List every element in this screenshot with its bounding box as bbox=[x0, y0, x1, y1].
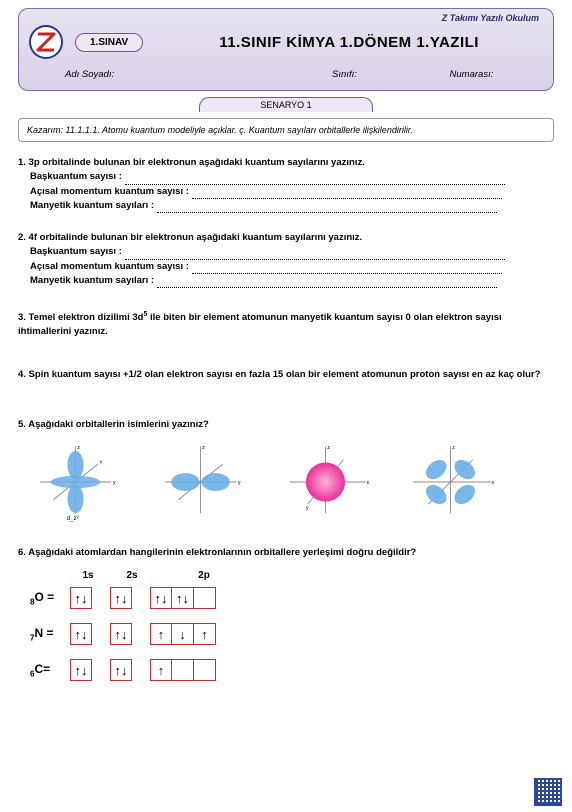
svg-text:x: x bbox=[491, 480, 494, 486]
atom-sym: O bbox=[34, 590, 43, 604]
q2-b: Açısal momentum kuantum sayısı : bbox=[30, 260, 189, 274]
q2-a: Başkuantum sayısı : bbox=[30, 245, 122, 259]
q1-a: Başkuantum sayısı : bbox=[30, 170, 122, 184]
blank-line[interactable] bbox=[125, 252, 505, 260]
svg-text:z: z bbox=[327, 445, 330, 451]
q1-head: 1. 3p orbitalinde bulunan bir elektronun… bbox=[18, 156, 554, 170]
svg-text:y: y bbox=[113, 480, 116, 486]
orbital-p-icon: z y bbox=[153, 442, 248, 522]
atom-sym: N bbox=[34, 626, 43, 640]
atom-row-O: 8O = ↑↓ ↑↓ ↑↓ ↑↓ bbox=[30, 587, 554, 609]
question-4: 4. Spin kuantum sayısı +1/2 olan elektro… bbox=[18, 368, 554, 382]
svg-text:y: y bbox=[306, 506, 309, 512]
question-3: 3. Temel elektron dizilimi 3d5 ile biten… bbox=[18, 310, 554, 340]
atom-sym: C bbox=[34, 662, 43, 676]
question-2: 2. 4f orbitalinde bulunan bir elektronun… bbox=[18, 231, 554, 288]
svg-text:z: z bbox=[452, 445, 455, 451]
orbital-box: ↓ bbox=[172, 623, 194, 645]
col-2p: 2p bbox=[162, 568, 246, 583]
orbital-box: ↑ bbox=[194, 623, 216, 645]
orbital-box: ↑↓ bbox=[172, 587, 194, 609]
qr-code-icon bbox=[534, 778, 562, 806]
atom-row-N: 7N = ↑↓ ↑↓ ↑ ↓ ↑ bbox=[30, 623, 554, 645]
col-1s: 1s bbox=[74, 568, 102, 583]
svg-text:z: z bbox=[77, 445, 80, 451]
blank-line[interactable] bbox=[192, 191, 502, 199]
orbital-s-icon: z x y bbox=[278, 442, 373, 522]
orbital-box: ↑↓ bbox=[70, 659, 92, 681]
orbital-box: ↑↓ bbox=[150, 587, 172, 609]
orbital-box: ↑↓ bbox=[70, 623, 92, 645]
q2-head: 2. 4f orbitalinde bulunan bir elektronun… bbox=[18, 231, 554, 245]
question-6: 6. Aşağıdaki atomlardan hangilerinin ele… bbox=[18, 546, 554, 681]
q1-b: Açısal momentum kuantum sayısı : bbox=[30, 185, 189, 199]
orbital-box bbox=[194, 659, 216, 681]
svg-text:d_z²: d_z² bbox=[67, 515, 79, 522]
eq: = bbox=[44, 590, 54, 604]
brand-text: Z Takımı Yazılı Okulum bbox=[29, 13, 543, 23]
orbital-box bbox=[172, 659, 194, 681]
exam-header: Z Takımı Yazılı Okulum 1.SINAV 11.SINIF … bbox=[18, 8, 554, 91]
svg-text:x: x bbox=[100, 459, 103, 465]
blank-line[interactable] bbox=[157, 205, 497, 213]
orbital-dz2-icon: z y x d_z² bbox=[28, 442, 123, 522]
class-label: Sınıfı: bbox=[332, 69, 425, 80]
exam-badge: 1.SINAV bbox=[75, 33, 143, 52]
blank-line[interactable] bbox=[157, 280, 497, 288]
senaryo-pill: SENARYO 1 bbox=[199, 97, 372, 112]
col-2s: 2s bbox=[118, 568, 146, 583]
kazanim-box: Kazarım: 11.1.1.1. Atomu kuantum modeliy… bbox=[18, 118, 554, 142]
q4-text: 4. Spin kuantum sayısı +1/2 olan elektro… bbox=[18, 368, 554, 382]
svg-text:x: x bbox=[366, 480, 369, 486]
orbital-box: ↑↓ bbox=[110, 623, 132, 645]
question-1: 1. 3p orbitalinde bulunan bir elektronun… bbox=[18, 156, 554, 213]
atom-row-C: 6C= ↑↓ ↑↓ ↑ bbox=[30, 659, 554, 681]
orbital-box: ↑↓ bbox=[110, 587, 132, 609]
orbital-d-icon: z x bbox=[403, 442, 498, 522]
q3-pre: 3. Temel elektron dizilimi 3d bbox=[18, 312, 143, 323]
name-label: Adı Soyadı: bbox=[65, 69, 308, 80]
question-5: 5. Aşağıdaki orbitallerin isimlerini yaz… bbox=[18, 418, 554, 522]
senaryo-bar: SENARYO 1 bbox=[18, 97, 554, 112]
blank-line[interactable] bbox=[125, 177, 505, 185]
q6-head: 6. Aşağıdaki atomlardan hangilerinin ele… bbox=[18, 546, 554, 560]
orbital-box: ↑ bbox=[150, 659, 172, 681]
svg-text:z: z bbox=[202, 445, 205, 451]
svg-text:y: y bbox=[238, 480, 241, 486]
orbital-box: ↑↓ bbox=[70, 587, 92, 609]
eq: = bbox=[43, 626, 53, 640]
exam-title: 11.SINIF KİMYA 1.DÖNEM 1.YAZILI bbox=[155, 34, 543, 51]
number-label: Numarası: bbox=[450, 69, 543, 80]
q2-c: Manyetik kuantum sayıları : bbox=[30, 274, 154, 288]
orbital-box: ↑ bbox=[150, 623, 172, 645]
logo-icon bbox=[29, 25, 63, 59]
eq: = bbox=[43, 662, 50, 676]
orbital-box bbox=[194, 587, 216, 609]
orbital-box: ↑↓ bbox=[110, 659, 132, 681]
q1-c: Manyetik kuantum sayıları : bbox=[30, 199, 154, 213]
q5-text: 5. Aşağıdaki orbitallerin isimlerini yaz… bbox=[18, 418, 554, 432]
blank-line[interactable] bbox=[192, 266, 502, 274]
